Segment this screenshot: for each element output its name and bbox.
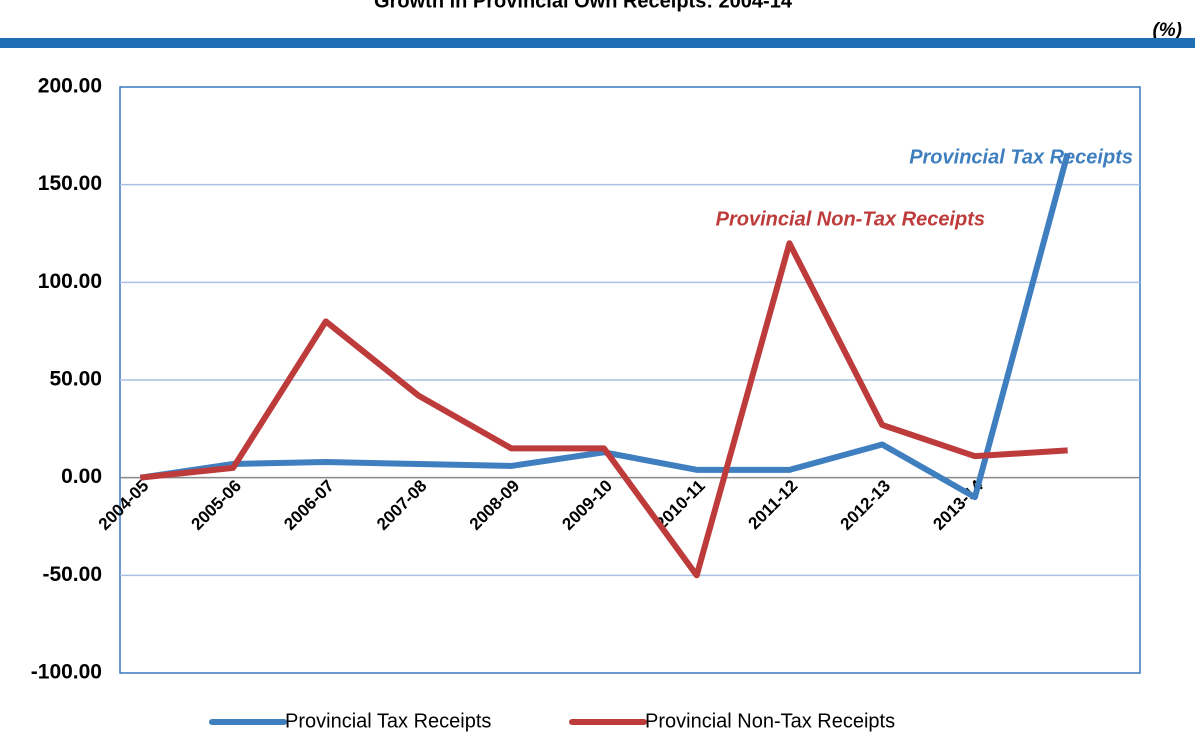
- x-tick-label: 2009-10: [558, 476, 616, 534]
- y-tick-label: 150.00: [38, 172, 102, 195]
- x-tick-label: 2006-07: [280, 476, 338, 534]
- unit-label: (%): [1152, 20, 1182, 41]
- y-tick-label: 200.00: [38, 75, 102, 98]
- x-tick-label: 2005-06: [188, 476, 246, 534]
- y-tick-label: -50.00: [42, 563, 102, 586]
- legend-label: Provincial Tax Receipts: [285, 710, 491, 732]
- y-tick-label: 100.00: [38, 270, 102, 293]
- annotation: Provincial Tax Receipts: [909, 146, 1133, 168]
- x-tick-label: 2008-09: [466, 476, 524, 534]
- y-tick-label: 0.00: [61, 465, 102, 488]
- y-tick-label: -100.00: [31, 661, 102, 684]
- x-tick-label: 2007-08: [373, 476, 431, 534]
- header-bar: [0, 38, 1195, 48]
- annotation: Provincial Non-Tax Receipts: [716, 208, 985, 230]
- series-line: [140, 240, 1068, 579]
- chart-title: Growth in Provincial Own Receipts: 2004-…: [374, 0, 793, 12]
- x-tick-label: 2011-12: [745, 476, 802, 533]
- legend-label: Provincial Non-Tax Receipts: [645, 710, 895, 732]
- y-tick-label: 50.00: [49, 368, 102, 391]
- x-tick-label: 2004-05: [95, 476, 153, 534]
- x-tick-label: 2012-13: [837, 476, 895, 534]
